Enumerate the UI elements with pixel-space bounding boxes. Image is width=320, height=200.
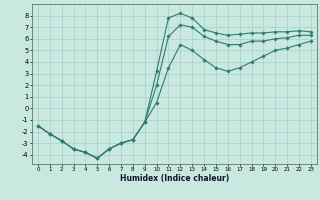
- X-axis label: Humidex (Indice chaleur): Humidex (Indice chaleur): [120, 174, 229, 183]
